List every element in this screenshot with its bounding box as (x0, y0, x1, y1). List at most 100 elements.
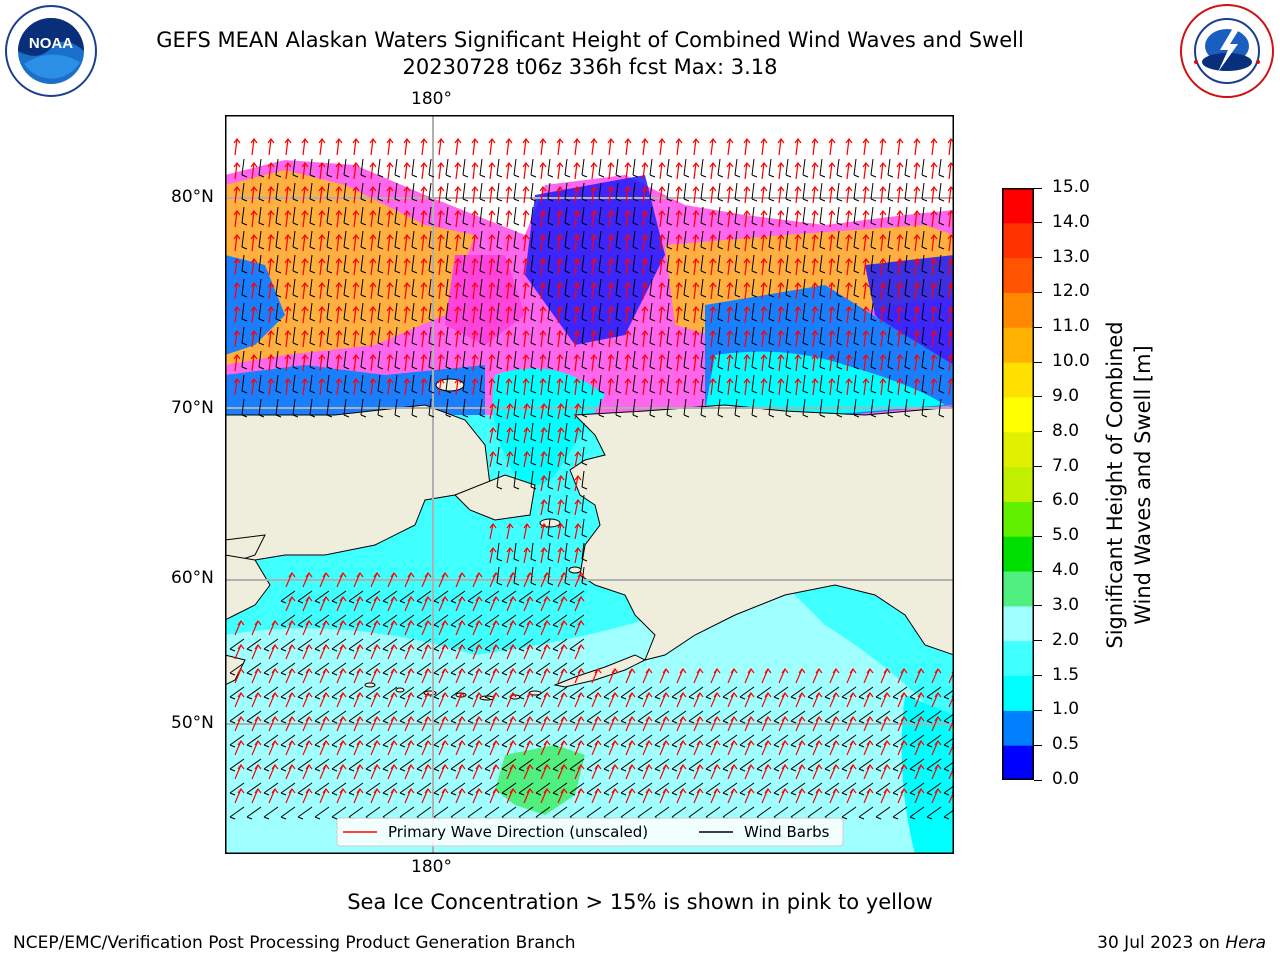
siberia-land (225, 404, 491, 564)
wind-barb (870, 254, 874, 272)
wave-direction-arrow (931, 668, 939, 684)
wave-direction-arrow (948, 330, 952, 348)
wind-barb (428, 374, 432, 392)
wave-arrow-head (492, 620, 500, 626)
wind-barb-feather (649, 366, 656, 370)
wave-direction-arrow (676, 258, 680, 276)
wind-barb (751, 374, 755, 392)
wind-barb-feather (394, 318, 401, 322)
wind-barb-feather (280, 744, 287, 748)
wind-barb (462, 182, 466, 200)
wind-barb (586, 734, 602, 746)
wind-barb-feather (513, 582, 520, 586)
wave-arrow-head (777, 378, 785, 384)
wind-barb-feather (467, 720, 474, 724)
wind-barb-feather (530, 174, 537, 178)
wave-arrow-head (488, 234, 496, 240)
wave-arrow-head (335, 354, 343, 360)
wave-arrow-head (607, 162, 615, 168)
wave-direction-arrow (608, 234, 612, 252)
wind-barb-feather (433, 600, 440, 604)
wave-arrow-head (454, 282, 462, 288)
wave-arrow-head (573, 138, 581, 144)
wave-arrow-head (237, 668, 245, 674)
wind-barb (683, 158, 687, 176)
wave-arrow-head (505, 306, 513, 312)
wind-barb (360, 374, 364, 392)
wind-barb (365, 614, 381, 626)
wind-barb (688, 782, 704, 794)
wave-arrow-head (930, 282, 938, 288)
wave-arrow-head (267, 210, 275, 216)
wave-arrow-head (577, 644, 585, 650)
wave-arrow-head (743, 378, 751, 384)
wave-direction-arrow (557, 306, 561, 324)
wind-barb (666, 206, 670, 224)
colorbar-tick-mark (1034, 222, 1042, 224)
wind-barb (632, 398, 636, 416)
wind-barb-feather (331, 720, 338, 724)
legend-wave-dir: Primary Wave Direction (unscaled) (388, 823, 648, 841)
wind-barb (496, 326, 500, 344)
wave-arrow-head (335, 234, 343, 240)
wave-direction-arrow (234, 354, 238, 372)
wave-direction-arrow (744, 234, 748, 252)
wind-barb (275, 350, 279, 368)
wind-barb-feather (484, 600, 491, 604)
wave-direction-arrow (523, 451, 528, 468)
wave-arrow-head (441, 572, 449, 578)
wave-arrow-head (828, 258, 836, 264)
wave-arrow-head (658, 210, 666, 216)
wave-direction-arrow (608, 282, 612, 300)
wind-barb-feather (722, 792, 729, 796)
wave-direction-arrow (863, 282, 867, 300)
wind-barb-feather (535, 696, 542, 700)
wave-arrow-head (709, 258, 717, 264)
wind-barb-feather (411, 198, 418, 202)
wave-arrow-head (475, 644, 483, 650)
wind-barb (309, 254, 313, 272)
colorbar-tick-label: 6.0 (1052, 490, 1080, 511)
wind-barb (870, 206, 874, 224)
wave-direction-arrow (523, 306, 527, 324)
wind-barb (496, 206, 500, 224)
wind-barb-feather (513, 174, 520, 178)
wind-barb (632, 254, 636, 272)
wave-arrow-head (560, 740, 568, 746)
wind-barb-feather (620, 744, 627, 748)
wind-barb-feather (496, 486, 503, 490)
wave-direction-arrow (506, 306, 510, 324)
wind-barb-feather (751, 366, 758, 370)
wind-barb-feather (547, 342, 554, 346)
wave-direction-arrow (404, 620, 412, 636)
wind-barb (428, 302, 432, 320)
wind-barb-feather (802, 270, 809, 274)
wind-barb (513, 326, 517, 344)
wind-barb-feather (615, 198, 622, 202)
colorbar-tick-label: 0.5 (1052, 734, 1080, 755)
wave-arrow-head (352, 306, 360, 312)
wave-direction-arrow (251, 378, 255, 396)
wind-barb-feather (258, 342, 265, 346)
wave-direction-arrow (761, 764, 769, 780)
wind-barb-feather (683, 318, 690, 322)
wind-barb-feather (292, 198, 299, 202)
wave-arrow-head (917, 740, 925, 746)
wind-barb (751, 158, 755, 176)
wave-arrow-head (560, 644, 568, 650)
wind-barb-feather (365, 720, 372, 724)
wave-direction-arrow (625, 186, 629, 204)
wave-direction-arrow (472, 258, 476, 276)
wave-arrow-head (815, 716, 823, 722)
wind-barb (824, 806, 840, 818)
wind-barb (586, 710, 602, 722)
wind-barb-feather (637, 696, 644, 700)
wave-arrow-head (403, 234, 411, 240)
wave-arrow-head (539, 354, 547, 360)
wave-arrow-head (301, 354, 309, 360)
wave-arrow-head (335, 258, 343, 264)
wave-arrow-head (594, 740, 602, 746)
wind-barb-feather (603, 720, 610, 724)
wind-barb-feather (241, 318, 248, 322)
wind-barb (229, 686, 245, 698)
